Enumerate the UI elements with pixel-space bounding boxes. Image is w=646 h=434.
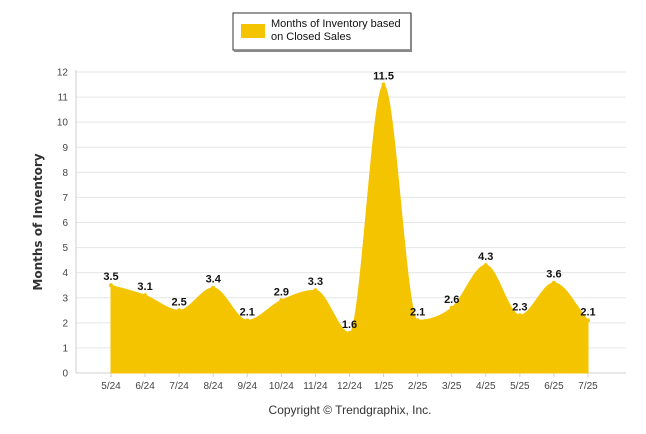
x-tick-label: 7/25 bbox=[578, 381, 598, 392]
data-label: 2.9 bbox=[274, 286, 289, 298]
data-label: 11.5 bbox=[373, 71, 394, 83]
y-tick-label: 5 bbox=[62, 243, 68, 254]
y-tick-label: 2 bbox=[62, 318, 68, 329]
copyright-footer: Copyright © Trendgraphix, Inc. bbox=[269, 403, 432, 417]
x-tick-label: 8/24 bbox=[203, 381, 223, 392]
data-label: 2.5 bbox=[171, 296, 186, 308]
x-tick-label: 1/25 bbox=[374, 381, 394, 392]
x-tick-label: 2/25 bbox=[408, 381, 428, 392]
data-label: 3.5 bbox=[103, 271, 118, 283]
legend-label-line-2: on Closed Sales bbox=[271, 31, 352, 43]
y-tick-label: 11 bbox=[58, 93, 69, 104]
data-point[interactable] bbox=[586, 318, 590, 323]
y-tick-label: 12 bbox=[57, 68, 69, 79]
data-point[interactable] bbox=[347, 330, 352, 335]
legend-label-line-1: Months of Inventory based bbox=[271, 18, 401, 30]
data-label: 2.6 bbox=[444, 294, 459, 306]
data-label: 3.3 bbox=[308, 276, 323, 288]
y-tick-label: 4 bbox=[62, 268, 68, 279]
x-tick-label: 10/24 bbox=[269, 381, 294, 392]
y-tick-label: 3 bbox=[62, 293, 68, 304]
y-tick-label: 9 bbox=[62, 143, 68, 154]
x-tick-label: 9/24 bbox=[238, 381, 258, 392]
x-tick-label: 5/24 bbox=[101, 381, 121, 392]
x-tick-label: 4/25 bbox=[476, 381, 496, 392]
data-point[interactable] bbox=[415, 318, 420, 323]
data-labels: 3.5 3.1 2.5 3.4 2.1 2.9 3.3 1.6 11.5 2.1 2.6 4.3 2.3… bbox=[103, 71, 595, 331]
data-point[interactable] bbox=[483, 263, 488, 268]
data-point[interactable] bbox=[449, 305, 454, 310]
x-tick-label: 7/24 bbox=[169, 381, 189, 392]
data-label: 4.3 bbox=[478, 251, 493, 263]
legend[interactable]: Months of Inventory based on Closed Sale… bbox=[232, 12, 412, 52]
y-tick-label: 6 bbox=[62, 218, 68, 229]
x-axis-ticks: 5/24 6/24 7/24 8/24 9/24 10/24 11/24 12/24 1/25 2… bbox=[101, 373, 598, 392]
data-point[interactable] bbox=[381, 82, 386, 87]
data-label: 2.1 bbox=[240, 306, 255, 318]
series-area-path bbox=[110, 84, 589, 374]
legend-swatch bbox=[241, 24, 265, 38]
x-tick-label: 3/25 bbox=[442, 381, 462, 392]
x-tick-label: 12/24 bbox=[337, 381, 362, 392]
y-axis-label: Months of Inventory bbox=[31, 153, 45, 290]
data-point[interactable] bbox=[279, 298, 284, 303]
data-label: 3.1 bbox=[137, 281, 152, 293]
y-tick-label: 0 bbox=[62, 369, 68, 380]
data-point[interactable] bbox=[177, 308, 182, 313]
data-label: 2.1 bbox=[410, 306, 425, 318]
data-point[interactable] bbox=[245, 318, 250, 323]
data-point[interactable] bbox=[143, 293, 148, 298]
x-tick-label: 6/24 bbox=[135, 381, 155, 392]
x-tick-label: 5/25 bbox=[510, 381, 530, 392]
x-tick-label: 11/24 bbox=[303, 381, 328, 392]
y-tick-label: 8 bbox=[62, 168, 68, 179]
data-label: 3.6 bbox=[546, 269, 561, 281]
data-label: 3.4 bbox=[206, 274, 222, 286]
data-point[interactable] bbox=[109, 283, 113, 288]
series-area bbox=[109, 82, 590, 374]
data-label: 2.1 bbox=[580, 306, 595, 318]
data-point[interactable] bbox=[313, 288, 318, 293]
data-label: 1.6 bbox=[342, 319, 357, 331]
data-point[interactable] bbox=[211, 285, 216, 290]
data-point[interactable] bbox=[517, 313, 522, 318]
data-point[interactable] bbox=[551, 280, 556, 285]
y-tick-label: 1 bbox=[62, 343, 68, 354]
y-tick-label: 10 bbox=[57, 118, 69, 129]
y-tick-label: 7 bbox=[62, 193, 68, 204]
data-label: 2.3 bbox=[512, 301, 527, 313]
x-tick-label: 6/25 bbox=[544, 381, 564, 392]
